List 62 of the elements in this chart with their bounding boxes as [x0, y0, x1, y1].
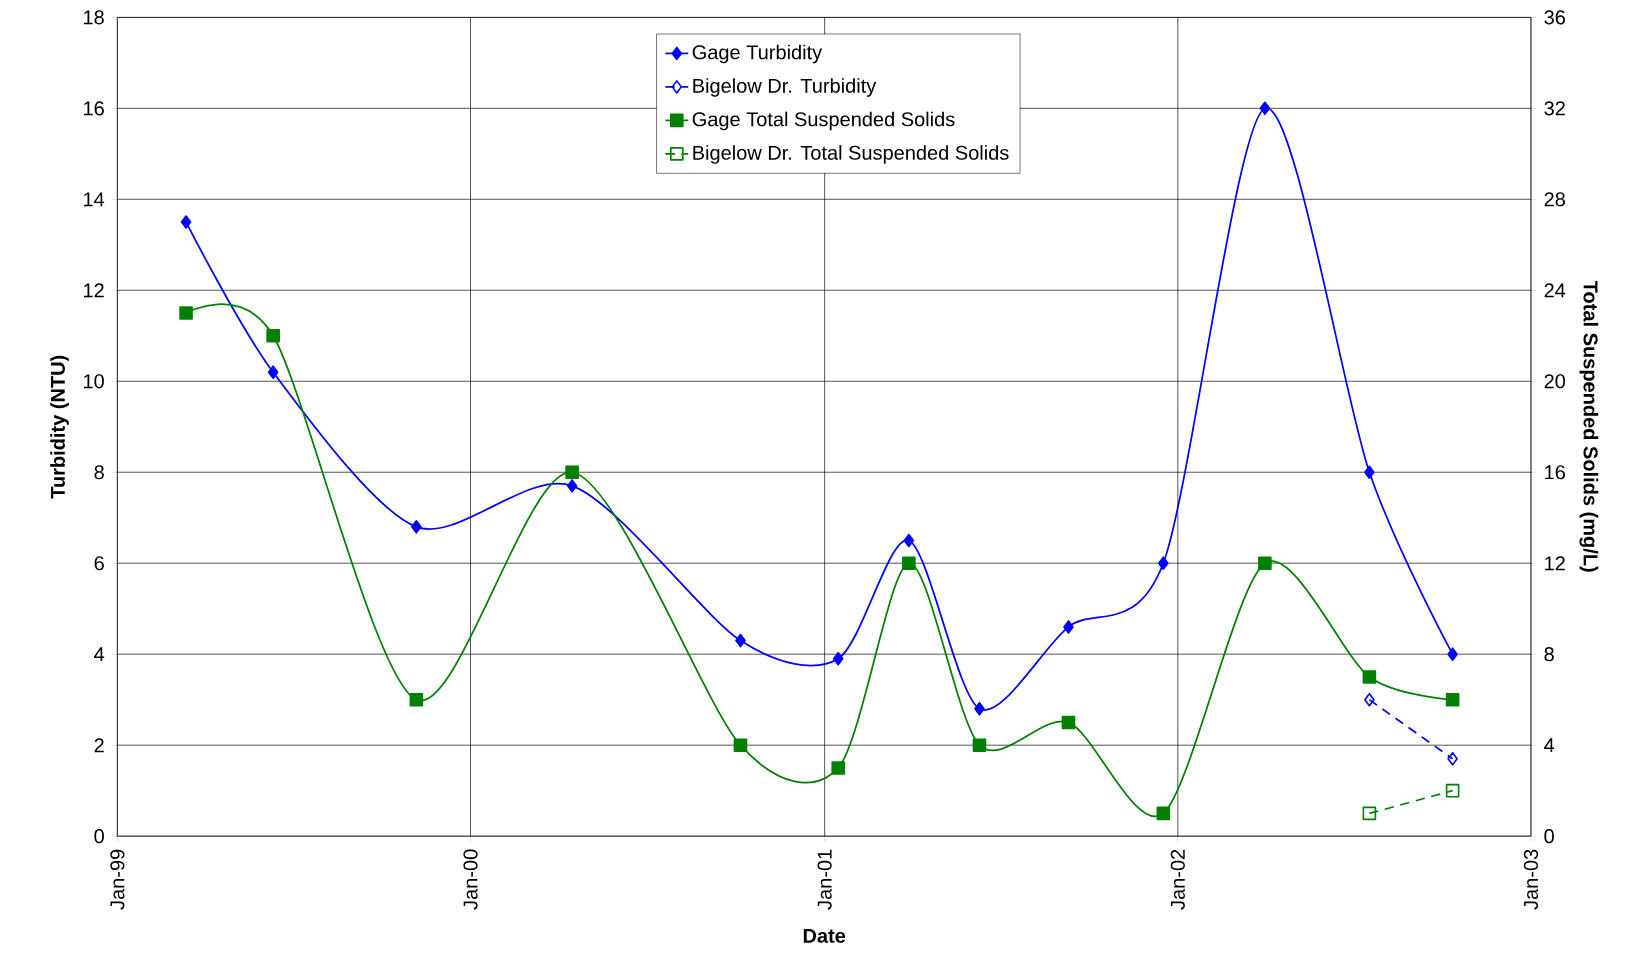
legend-label: Bigelow Dr. Turbidity [693, 78, 877, 97]
point [267, 365, 279, 380]
y2-tick-label: 20 [1544, 374, 1566, 389]
y-axis-title: Turbidity (NTU) [50, 355, 69, 499]
point [972, 738, 987, 753]
y2-tick-label: 4 [1544, 738, 1555, 753]
y-tick-label: 14 [84, 192, 105, 207]
legend-label: Gage Turbidity [692, 44, 823, 64]
y-tick-label: 8 [94, 465, 104, 480]
x-tick-label: Jan-99 [110, 849, 125, 910]
point [566, 479, 578, 493]
point [733, 738, 748, 753]
x-tick-label: Jan-02 [1170, 849, 1185, 910]
y2-tick-label: 16 [1545, 465, 1565, 480]
y-tick-label: 6 [94, 556, 104, 571]
point [1258, 556, 1272, 571]
y2-tick-label: 12 [1545, 556, 1565, 571]
y2-tick-label: 0 [1544, 829, 1554, 844]
point [409, 692, 424, 707]
y2-tick-label: 28 [1544, 192, 1565, 207]
point [1061, 715, 1076, 730]
point [735, 633, 746, 648]
y2-axis-title: Total Suspended Solids (mg/L) [1579, 281, 1599, 572]
y2-tick-label: 8 [1544, 647, 1554, 662]
point [1156, 806, 1171, 821]
point [1063, 620, 1074, 634]
y-tick-label: 10 [84, 374, 104, 389]
point [179, 306, 193, 320]
point [1445, 783, 1460, 798]
y-tick-label: 0 [94, 829, 104, 844]
y-tick-label: 2 [94, 738, 104, 753]
point [1364, 465, 1375, 480]
point [903, 533, 915, 548]
y-tick-label: 16 [84, 101, 104, 116]
legend-label: Bigelow Dr. Total Suspended Solids [693, 145, 1009, 164]
x-tick-label: Jan-00 [463, 849, 478, 910]
legend-label: Gage Total Suspended Solids [692, 111, 955, 131]
y-tick-label: 12 [84, 283, 104, 298]
point [831, 761, 846, 775]
point [1158, 556, 1169, 571]
point [1445, 692, 1460, 707]
y2-tick-label: 36 [1544, 10, 1565, 25]
y-tick-label: 4 [94, 647, 105, 662]
point [266, 329, 280, 343]
point [974, 702, 985, 716]
point [1447, 752, 1458, 766]
point [832, 652, 844, 666]
point [1362, 806, 1377, 821]
point [1362, 670, 1377, 684]
x-tick-label: Jan-03 [1523, 849, 1539, 910]
x-tick-label: Jan-01 [817, 849, 832, 910]
y-tick-label: 18 [84, 10, 104, 25]
point [902, 556, 916, 571]
point [1364, 692, 1375, 707]
y2-tick-label: 32 [1544, 101, 1565, 116]
y2-tick-label: 24 [1544, 283, 1566, 298]
point [565, 465, 579, 480]
point [1259, 101, 1271, 116]
point [180, 215, 192, 229]
point [411, 520, 422, 534]
x-axis-title: Date [803, 928, 846, 943]
point [1447, 647, 1458, 662]
